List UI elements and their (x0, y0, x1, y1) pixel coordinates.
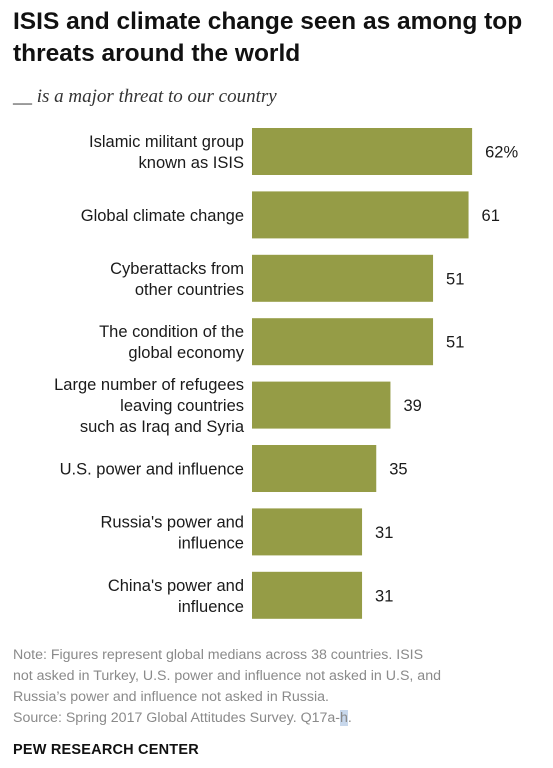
source-highlight: h (340, 710, 348, 726)
category-label-4: The condition of the global economy (99, 323, 245, 362)
source-prefix: Source: Spring 2017 Global Attitudes Sur… (13, 710, 341, 726)
value-label-8: 31 (375, 587, 393, 605)
category-label-2: Global climate change (81, 207, 244, 225)
category-label-5: Large number of refugees leaving countrie… (54, 376, 245, 436)
chart-title: ISIS and climate change seen as among to… (13, 8, 523, 67)
value-label-1: 62% (485, 144, 518, 162)
category-label-7: Russia's power and influence (101, 513, 244, 552)
bar-4 (252, 318, 434, 366)
category-label-6: U.S. power and influence (60, 461, 244, 479)
note-line-1: Note: Figures represent global medians a… (13, 647, 424, 663)
source-line: Source: Spring 2017 Global Attitudes Sur… (13, 708, 543, 729)
value-label-7: 31 (375, 524, 393, 542)
bar-5 (252, 381, 391, 429)
bar-3 (252, 254, 434, 302)
note-line-3: Russia’s power and influence not asked i… (13, 689, 329, 705)
bar-1 (252, 128, 473, 175)
category-label-1: Islamic militant group known as ISIS (89, 133, 244, 172)
bar-6 (252, 445, 377, 492)
bar-chart: 62% Islamic militant group known as ISIS 61… (54, 128, 518, 619)
source-suffix: . (347, 710, 352, 726)
value-label-5: 39 (403, 397, 421, 415)
category-label-3: Cyberattacks from other countries (110, 260, 244, 299)
chart-subtitle: __ is a major threat to our country (13, 86, 277, 107)
bar-2 (252, 191, 469, 239)
value-label-6: 35 (389, 461, 407, 479)
category-label-8: China's power and influence (108, 577, 244, 616)
value-label-4: 51 (446, 334, 464, 352)
value-label-2: 61 (482, 207, 500, 225)
bar-7 (252, 508, 363, 556)
brand-logo-text: PEW RESEARCH CENTER (13, 742, 199, 758)
chart-note: Note: Figures represent global medians a… (13, 645, 543, 729)
bar-8 (252, 571, 363, 619)
note-line-2: not asked in Turkey, U.S. power and infl… (13, 668, 441, 684)
value-label-3: 51 (446, 270, 464, 288)
